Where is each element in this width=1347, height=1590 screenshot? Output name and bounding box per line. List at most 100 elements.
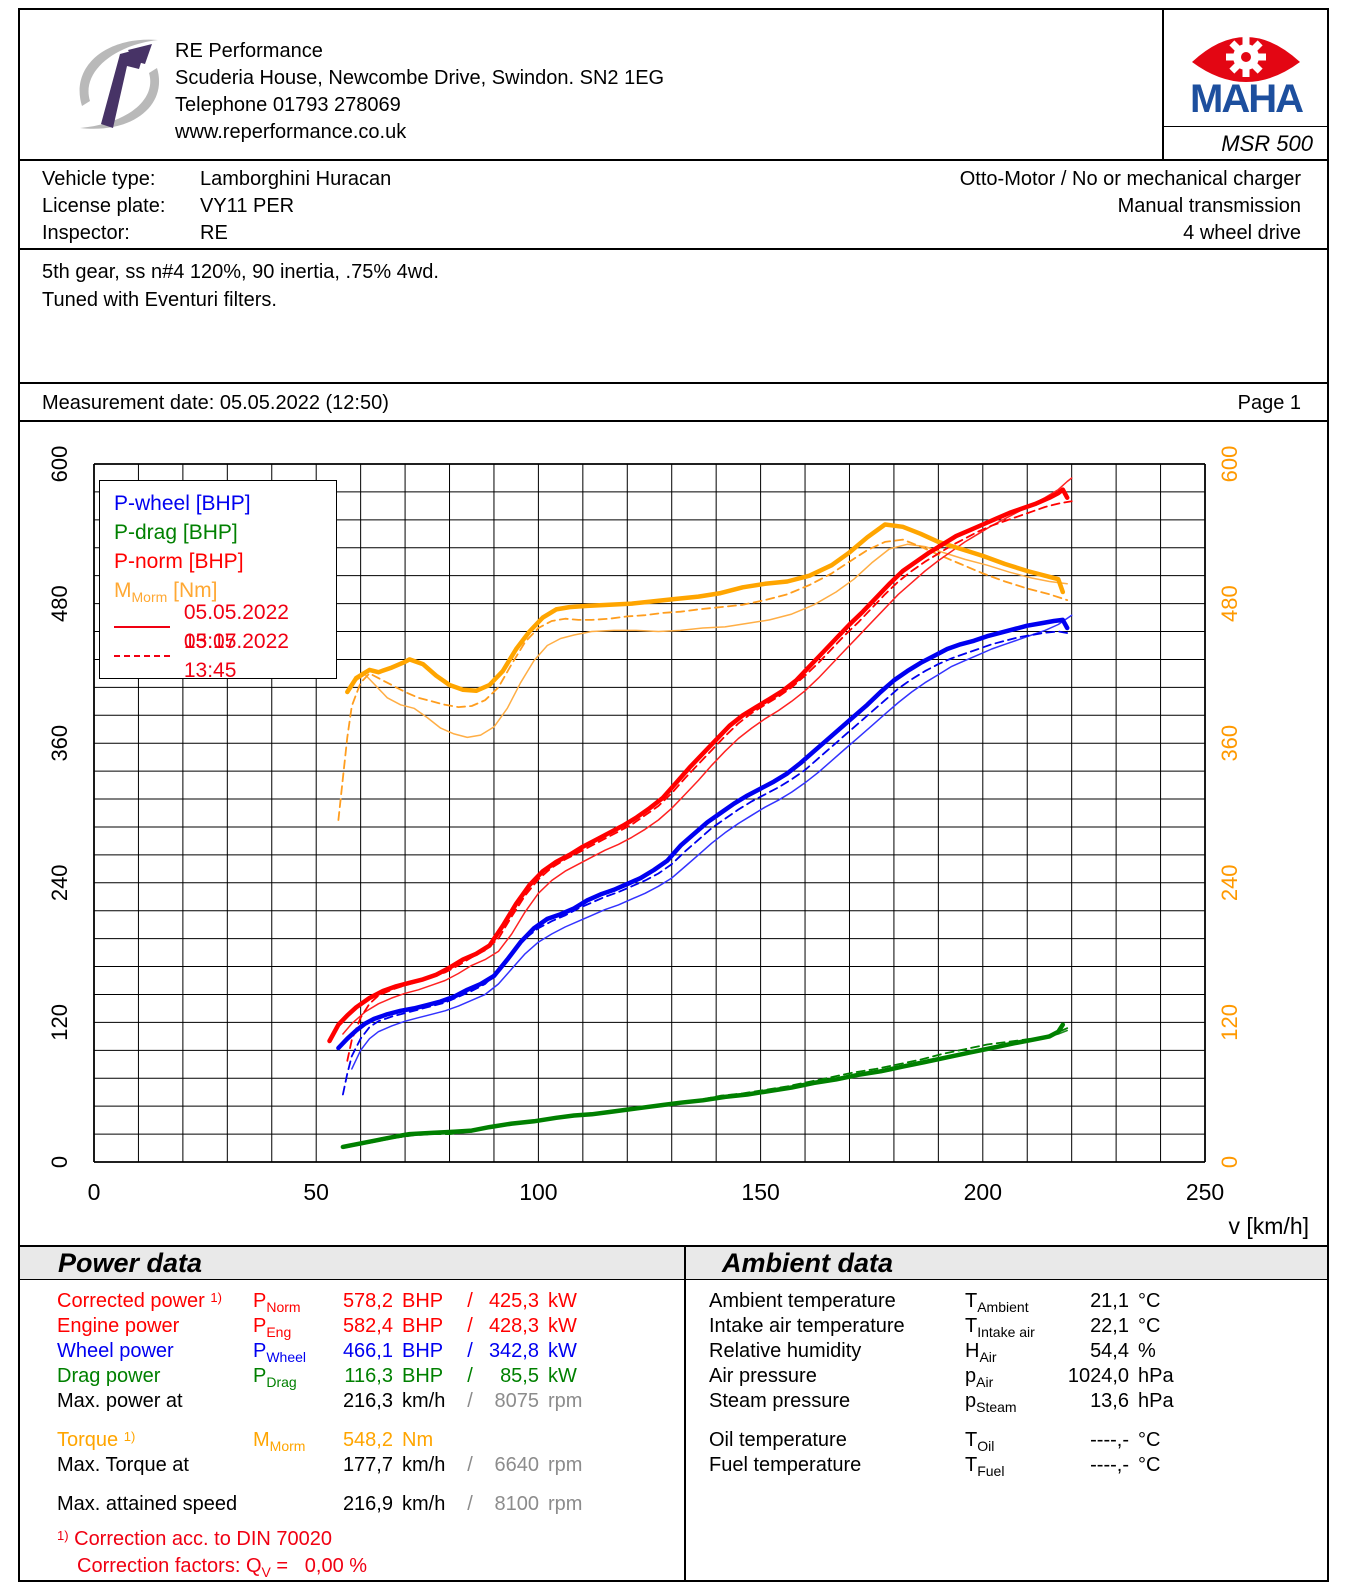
power-row-unit1: km/h	[402, 1454, 446, 1476]
ambient-data-header: Ambient data	[686, 1247, 1327, 1280]
dashed-line-swatch	[114, 654, 170, 657]
curve-p-norm-main	[327, 487, 1070, 1044]
power-row-slash: /	[467, 1454, 473, 1476]
comments: 5th gear, ss n#4 120%, 90 inertia, .75% …	[42, 258, 439, 314]
curve-torque-1317	[346, 543, 1068, 739]
company-address: Scuderia House, Newcombe Drive, Swindon.…	[175, 67, 665, 89]
ambient-row-label: Intake air temperature	[709, 1315, 905, 1337]
ambient-row-label: Steam pressure	[709, 1390, 851, 1412]
legend-run-date: 05.05.2022 13:17	[183, 600, 289, 653]
data-section-divider	[684, 1245, 686, 1580]
y-tick-label-left: 240	[47, 864, 72, 901]
power-row-label: Torque 1)	[57, 1429, 136, 1451]
ambient-row-label: Fuel temperature	[709, 1454, 862, 1476]
ambient-row: Ambient temperature TAmbient 21,1 °C	[686, 1290, 1327, 1315]
vehicle-type-value: Lamborghini Huracan	[200, 168, 392, 190]
power-row-value1: 177,7	[342, 1454, 393, 1476]
x-tick-label: 100	[519, 1179, 557, 1205]
ambient-row-symbol: HAir	[965, 1340, 997, 1365]
power-row-unit1: km/h	[402, 1493, 446, 1515]
power-row-symbol: PDrag	[253, 1365, 297, 1390]
power-data-rows: Corrected power 1) PNorm 578,2 BHP / 425,3 kW E…	[20, 1290, 684, 1518]
power-row-label: Wheel power	[57, 1340, 174, 1362]
curve-p-norm-1317	[342, 477, 1073, 1035]
power-row-value2: 6640	[494, 1454, 540, 1476]
license-plate-label: License plate:	[42, 195, 166, 217]
ambient-row-value: 1024,0	[1067, 1365, 1129, 1387]
ambient-row-label: Oil temperature	[709, 1429, 847, 1451]
footnote-ref: 1)	[123, 1429, 136, 1444]
engine-type: Otto-Motor / No or mechanical charger	[959, 168, 1301, 190]
footnote-ref: 1)	[210, 1290, 222, 1305]
power-row-symbol: PNorm	[253, 1290, 301, 1315]
ambient-row: Steam pressure pSteam 13,6 hPa	[686, 1390, 1327, 1415]
correction-footnote: 1) Correction acc. to DIN 70020 Correctio…	[57, 1522, 367, 1586]
data-section-rule	[20, 1245, 1327, 1247]
power-row-slash: /	[467, 1290, 473, 1312]
power-row-value1: 466,1	[342, 1340, 393, 1362]
y-tick-label-left: 120	[47, 1004, 72, 1041]
power-row-value1: 578,2	[342, 1290, 393, 1312]
curve-p-drag-main	[340, 1022, 1066, 1150]
legend-entry: MMorm [Nm]	[114, 579, 218, 605]
report-header: RE Performance Scuderia House, Newcombe …	[20, 10, 1327, 161]
power-row-unit1: BHP	[402, 1315, 444, 1337]
power-row-unit2: kW	[548, 1290, 577, 1312]
ambient-row-value: ----,-	[1090, 1429, 1129, 1451]
legend-run-solid: 05.05.2022 13:17	[114, 601, 336, 653]
company-phone: Telephone 01793 278069	[175, 94, 401, 116]
power-row-value2: 425,3	[488, 1290, 539, 1312]
solid-line-swatch	[114, 625, 170, 628]
y-tick-label-left: 600	[47, 446, 72, 483]
power-row-slash: /	[467, 1365, 473, 1387]
ambient-data-rows: Ambient temperature TAmbient 21,1 °C Intake …	[686, 1290, 1327, 1479]
inspector-label: Inspector:	[42, 222, 130, 244]
comment-line-2: Tuned with Eventuri filters.	[42, 289, 277, 311]
power-row-slash: /	[467, 1340, 473, 1362]
dyno-chart: 0 50 100 150 200 250 0 0 120 120 240 240 360 360 480 48…	[20, 440, 1327, 1240]
ambient-row: Air pressure pAir 1024,0 hPa	[686, 1365, 1327, 1390]
vehicle-info: Vehicle type: Lamborghini Huracan License…	[20, 161, 1327, 250]
curve-p-wheel-1345	[341, 630, 1073, 1096]
footnote-line-1: 1) Correction acc. to DIN 70020	[57, 1528, 333, 1550]
ambient-row-symbol: TFuel	[965, 1454, 1005, 1479]
power-row-symbol: PWheel	[253, 1340, 307, 1365]
ambient-row: Intake air temperature TIntake air 22,1 °C	[686, 1315, 1327, 1340]
power-row-unit2: kW	[548, 1315, 577, 1337]
x-tick-label: 250	[1186, 1179, 1224, 1205]
maha-wordmark: MAHA	[1190, 77, 1303, 120]
power-row-value2: 428,3	[488, 1315, 539, 1337]
comment-line-1: 5th gear, ss n#4 120%, 90 inertia, .75% …	[42, 261, 439, 283]
ambient-row-symbol: TOil	[965, 1429, 995, 1454]
power-row-label: Max. attained speed	[57, 1493, 238, 1515]
ambient-row-value: 13,6	[1090, 1390, 1129, 1412]
re-performance-logo	[79, 39, 160, 129]
legend-run-dashed: 05.05.2022 13:45	[114, 630, 336, 682]
power-row-value2: 85,5	[500, 1365, 539, 1387]
ambient-row-unit: hPa	[1138, 1365, 1174, 1387]
chart-legend: P-wheel [BHP] P-drag [BHP] P-norm [BHP] MMo…	[99, 480, 337, 682]
company-website[interactable]: www.reperformance.co.uk	[175, 121, 407, 143]
ambient-row-unit: %	[1138, 1340, 1156, 1362]
curve-torque-main	[345, 522, 1066, 695]
y-tick-label-right: 0	[1217, 1156, 1242, 1168]
power-row: Corrected power 1) PNorm 578,2 BHP / 425,3 kW	[20, 1290, 684, 1315]
power-row-value2: 8075	[494, 1390, 540, 1412]
power-row-label: Engine power	[57, 1315, 180, 1337]
power-row-label: Corrected power 1)	[57, 1290, 222, 1312]
company-name: RE Performance	[175, 40, 323, 62]
power-row-symbol: MMorm	[253, 1429, 306, 1454]
measurement-bar: Measurement date: 05.05.2022 (12:50) Pag…	[20, 382, 1327, 422]
power-row-unit1: Nm	[402, 1429, 434, 1451]
y-tick-label-left: 480	[47, 585, 72, 622]
ambient-row-value: ----,-	[1090, 1454, 1129, 1476]
curve-p-wheel-1317	[351, 614, 1073, 1070]
footnote-line-2: Correction factors: QV = 0,00 %	[77, 1555, 368, 1580]
power-row-value2: 342,8	[488, 1340, 539, 1362]
power-row-label: Drag power	[57, 1365, 161, 1387]
x-tick-label: 50	[303, 1179, 329, 1205]
ambient-row-unit: °C	[1138, 1454, 1161, 1476]
power-row-value1: 216,9	[342, 1493, 393, 1515]
ambient-row-label: Relative humidity	[709, 1340, 862, 1362]
gear-icon	[1226, 37, 1266, 77]
